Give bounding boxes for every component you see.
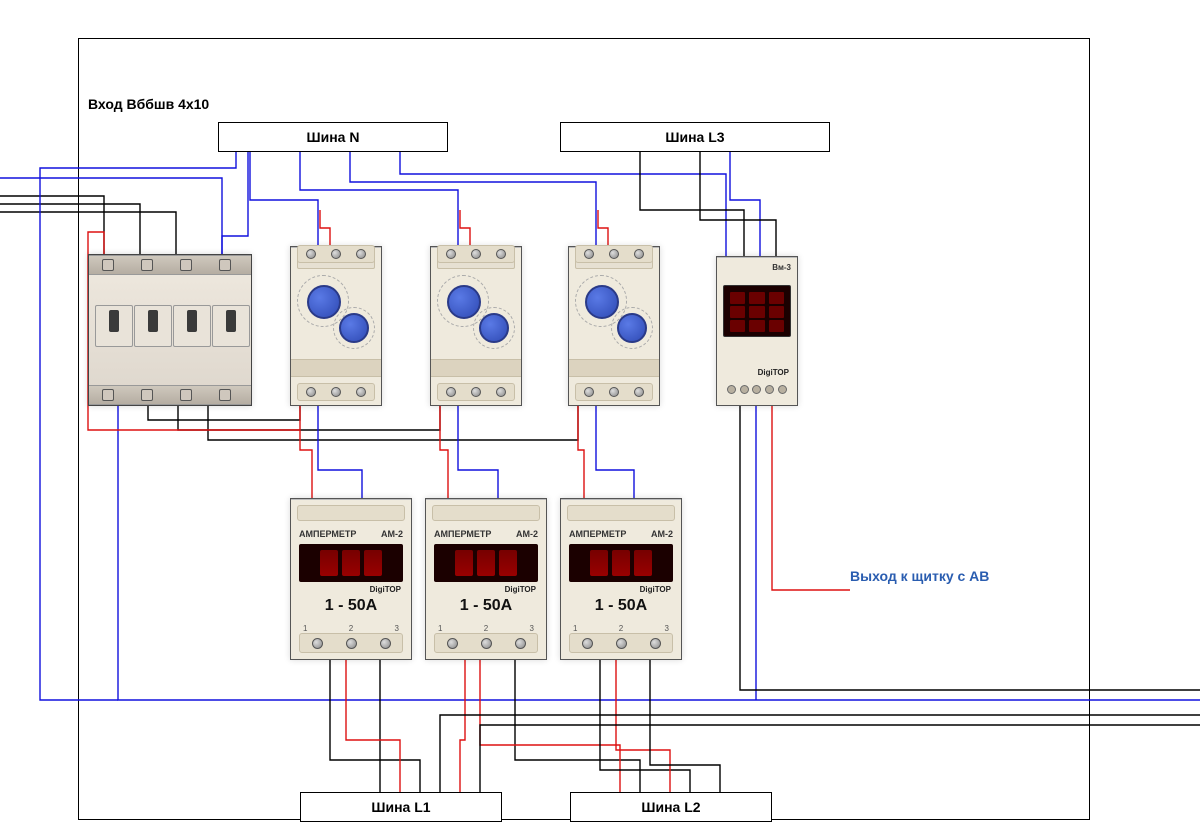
circuit-breaker-4p (88, 254, 252, 406)
bus-l1-text: Шина L1 (371, 799, 430, 815)
bus-l2-text: Шина L2 (641, 799, 700, 815)
ammeter-range: 1 - 50A (561, 597, 681, 615)
ammeter-model: АМ-2 (516, 529, 538, 539)
ammeter-range: 1 - 50A (291, 597, 411, 615)
panel-frame (78, 38, 1090, 820)
ammeter-3: АМПЕРМЕТРАМ-2DigiTOP1 - 50A123 (560, 498, 682, 660)
voltmeter-brand: DigiTOP (758, 368, 789, 377)
voltage-relay-1 (290, 246, 382, 406)
voltmeter-model: Вм-3 (772, 263, 791, 272)
ammeter-1: АМПЕРМЕТРАМ-2DigiTOP1 - 50A123 (290, 498, 412, 660)
bus-n-text: Шина N (307, 129, 360, 145)
ammeter-brand: DigiTOP (640, 585, 671, 594)
bus-n: Шина N (218, 122, 448, 152)
bus-l1: Шина L1 (300, 792, 502, 822)
ammeter-model: АМ-2 (381, 529, 403, 539)
bus-l3: Шина L3 (560, 122, 830, 152)
bus-l3-text: Шина L3 (665, 129, 724, 145)
voltage-relay-3 (568, 246, 660, 406)
ammeter-label: АМПЕРМЕТР (299, 529, 356, 539)
label-output: Выход к щитку с АВ (850, 568, 989, 584)
ammeter-brand: DigiTOP (505, 585, 536, 594)
ammeter-2: АМПЕРМЕТРАМ-2DigiTOP1 - 50A123 (425, 498, 547, 660)
voltage-relay-2 (430, 246, 522, 406)
voltmeter-3phase: Вм-3 DigiTOP (716, 256, 798, 406)
diagram-stage: Вход Вббшв 4x10 Выход к щитку с АВ Шина N Ш… (0, 0, 1200, 837)
ammeter-brand: DigiTOP (370, 585, 401, 594)
label-input: Вход Вббшв 4x10 (88, 96, 209, 112)
ammeter-model: АМ-2 (651, 529, 673, 539)
ammeter-label: АМПЕРМЕТР (434, 529, 491, 539)
ammeter-range: 1 - 50A (426, 597, 546, 615)
bus-l2: Шина L2 (570, 792, 772, 822)
ammeter-label: АМПЕРМЕТР (569, 529, 626, 539)
